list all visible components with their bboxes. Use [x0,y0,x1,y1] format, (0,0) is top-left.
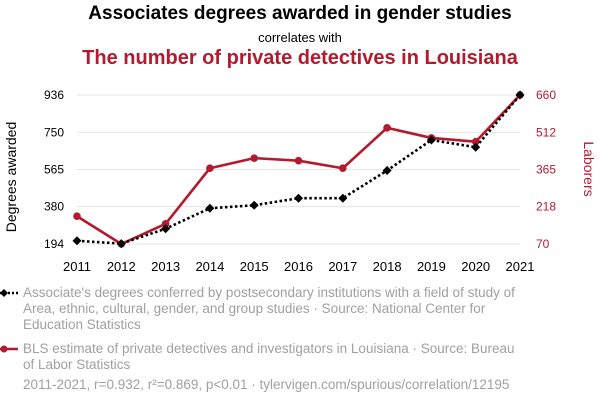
data-point-series-1 [426,135,436,145]
y-tick-label-right: 218 [536,200,556,214]
legend-marker-series1 [0,289,18,297]
x-tick-label: 2017 [328,259,357,274]
y-tick-label-right: 365 [536,163,556,177]
x-tick-label: 2018 [373,259,402,274]
data-point-series-1 [205,203,215,213]
x-tick-label: 2014 [195,259,224,274]
x-tick-label: 2015 [240,259,269,274]
x-tick-label: 2013 [151,259,180,274]
x-tick-label: 2021 [506,259,535,274]
y-axis-label-right: Laborers [581,141,597,196]
data-point-series-1 [294,193,303,203]
x-tick-label: 2020 [461,259,490,274]
y-tick-label-left: 565 [44,163,64,177]
data-point-series-2 [206,164,214,173]
chart-title: Associates degrees awarded in gender stu… [88,3,512,24]
data-point-series-1 [249,200,259,210]
y-axis-label-left: Degrees awarded [3,122,19,233]
x-tick-label: 2011 [63,259,91,274]
y-tick-label-left: 194 [44,237,64,251]
data-point-series-2 [383,124,391,132]
data-point-series-1 [382,166,392,176]
data-point-series-1 [161,224,171,234]
data-point-series-2 [73,212,81,221]
y-tick-label-right: 660 [536,88,556,102]
legend-label-series2: BLS estimate of private detectives and i… [23,341,515,372]
data-point-series-2 [339,164,347,173]
data-point-series-1 [338,193,348,203]
legend-marker-series2 [0,345,18,353]
chart-title-secondary: The number of private detectives in Loui… [82,47,518,69]
x-tick-label: 2016 [284,259,313,274]
y-tick-label-left: 936 [44,88,64,102]
x-tick-label: 2012 [107,259,136,274]
data-point-series-2 [250,154,258,162]
data-point-series-2 [294,156,303,165]
data-point-series-2 [161,219,170,228]
y-tick-label-right: 512 [536,125,556,139]
data-point-series-2 [471,137,480,146]
y-tick-label-left: 380 [44,200,64,214]
series-line-1 [76,94,521,245]
y-tick-label-right: 70 [536,237,550,251]
chart-subtitle: correlates with [258,30,342,45]
data-point-series-1 [72,236,82,246]
data-point-series-1 [116,239,126,249]
data-point-series-1 [471,142,481,152]
data-point-series-1 [515,90,525,100]
footer-note: 2011-2021, r=0.932, r²=0.869, p<0.01 · t… [23,377,510,392]
y-tick-label-left: 750 [44,125,64,139]
legend-label-series1: Associate's degrees conferred by postsec… [23,285,515,332]
x-tick-label: 2019 [417,259,446,274]
